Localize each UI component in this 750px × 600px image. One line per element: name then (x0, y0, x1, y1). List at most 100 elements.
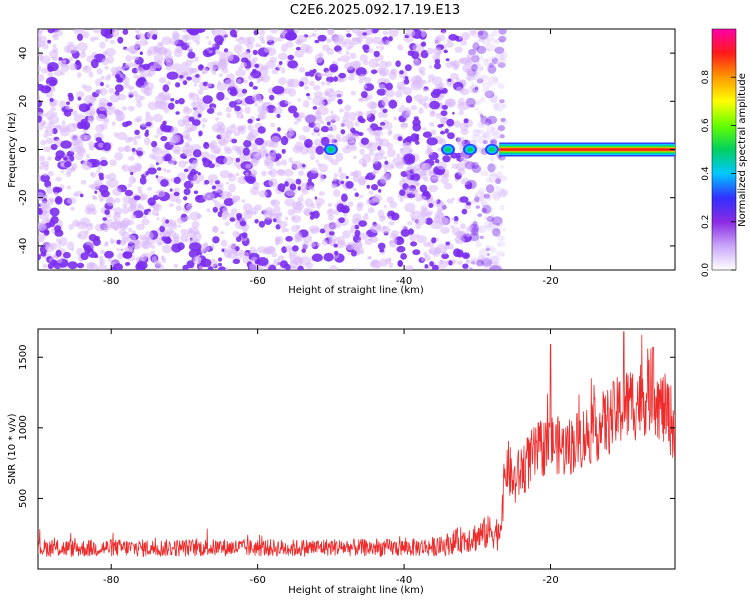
spectrogram-speckle (288, 157, 293, 163)
spectrogram-speckle (433, 47, 442, 55)
spectrogram-speckle (100, 159, 108, 167)
spectrogram-speckle (342, 115, 350, 123)
spectrogram-speckle (94, 235, 100, 241)
spectrogram-speckle (346, 120, 354, 130)
spectrogram-speckle (481, 200, 489, 209)
spectrogram-speckle (483, 221, 491, 228)
bottom-x-axis-label: Height of straight line (km) (288, 585, 424, 596)
spectrogram-speckle (434, 62, 441, 70)
spectrogram-speckle (116, 248, 120, 252)
spectrogram-speckle (302, 100, 310, 108)
spectrogram-speckle (402, 122, 408, 127)
spectrogram-speckle (482, 37, 491, 46)
spectrogram-speckle (122, 121, 129, 128)
spectrogram-speckle (139, 193, 148, 201)
spectrogram-speckle (311, 131, 316, 136)
spectrogram-speckle (133, 140, 138, 146)
spectrogram-speckle (359, 118, 366, 124)
spectrogram-speckle (397, 136, 403, 142)
spectrogram-speckle (239, 249, 244, 254)
spectrogram-speckle (429, 261, 434, 267)
spectrogram-speckle (476, 146, 485, 153)
spectrogram-speckle (363, 85, 368, 89)
spectrogram-speckle (469, 84, 480, 95)
spectrogram-speckle (414, 133, 420, 138)
spectrogram-speckle (484, 216, 488, 220)
spectrogram-speckle (396, 245, 406, 253)
spectrogram-speckle (124, 189, 134, 197)
spectrogram-speckle (285, 235, 293, 242)
spectrogram-speckle (487, 163, 496, 173)
spectrogram-speckle (108, 172, 117, 182)
spectrogram-speckle (403, 153, 416, 163)
spectrogram-speckle (442, 155, 451, 163)
spectrogram-speckle (174, 99, 179, 105)
spectrogram-speckle (38, 192, 45, 201)
spectrogram-speckle (328, 214, 334, 221)
spectrogram-speckle (57, 60, 67, 66)
spectrogram-speckle (485, 224, 496, 232)
spectrogram-speckle (358, 97, 364, 102)
spectrogram-speckle (490, 94, 498, 103)
spectrogram-speckle (73, 29, 85, 35)
spectrogram-speckle (58, 245, 61, 249)
spectrogram-speckle (172, 187, 181, 193)
spectrogram-speckle (239, 36, 245, 41)
spectrogram-speckle (293, 112, 299, 118)
spectrogram-speckle (66, 123, 77, 133)
spectrogram-speckle (475, 205, 480, 209)
spectrogram-speckle (376, 129, 383, 137)
spectrogram-speckle (161, 244, 172, 254)
spectrogram-speckle (314, 29, 317, 32)
spectrogram-speckle (431, 237, 437, 244)
spectrogram-speckle (187, 51, 196, 59)
spectrogram-speckle (457, 260, 463, 265)
spectrogram-speckle (465, 232, 471, 238)
spectrogram-speckle (168, 203, 174, 208)
spectrogram-speckle (354, 192, 359, 197)
spectrogram-speckle (185, 238, 189, 242)
spectrogram-speckle (365, 175, 370, 180)
spectrogram-speckle (56, 258, 63, 264)
spectrogram-speckle (205, 36, 210, 40)
spectrogram-speckle (273, 106, 283, 115)
spectrogram-speckle (379, 69, 387, 77)
spectrogram-speckle (136, 100, 143, 108)
spectrogram-speckle (274, 236, 284, 244)
spectrogram-speckle (428, 169, 435, 175)
spectrogram-speckle (486, 216, 495, 222)
spectrogram-speckle (114, 218, 120, 224)
spectrogram-speckle (351, 250, 357, 257)
spectrogram-speckle (396, 236, 403, 242)
spectrogram-speckle (315, 159, 319, 163)
spectrogram-speckle (313, 85, 321, 91)
spectrogram-speckle (382, 163, 388, 168)
spectrogram-speckle (154, 134, 159, 138)
spectrogram-speckle (131, 244, 136, 249)
spectrogram-speckle (292, 245, 299, 252)
spectrogram-speckle (309, 225, 320, 235)
snr-panel: -80 -60 -40 -20 500 1000 1500 Height of strai… (7, 328, 676, 596)
spectrogram-speckle (444, 128, 449, 134)
spectrogram-speckle (285, 228, 290, 233)
spectrogram-speckle (341, 136, 349, 143)
spectrogram-speckle (405, 29, 416, 37)
spectrogram-speckle (478, 66, 484, 70)
spectrogram-speckle (128, 62, 134, 68)
spectrogram-speckle (201, 67, 209, 74)
spectrogram-speckle (281, 189, 285, 193)
spectrogram-speckle (313, 121, 321, 131)
spectrogram-speckle (475, 34, 480, 38)
spectrogram-speckle (482, 81, 492, 90)
spectrogram-speckle (488, 94, 499, 103)
spectrogram-speckle (418, 66, 426, 73)
spectrogram-speckle (405, 265, 414, 270)
spectrogram-speckle (471, 82, 475, 86)
spectrogram-speckle (228, 173, 237, 182)
spectrogram-speckle (499, 134, 505, 139)
spectrogram-speckle (385, 82, 393, 91)
spectrogram-speckle (186, 46, 194, 53)
spectrogram-speckle (350, 90, 356, 96)
spectrogram-speckle (96, 182, 100, 187)
spectrogram-speckle (134, 129, 140, 135)
